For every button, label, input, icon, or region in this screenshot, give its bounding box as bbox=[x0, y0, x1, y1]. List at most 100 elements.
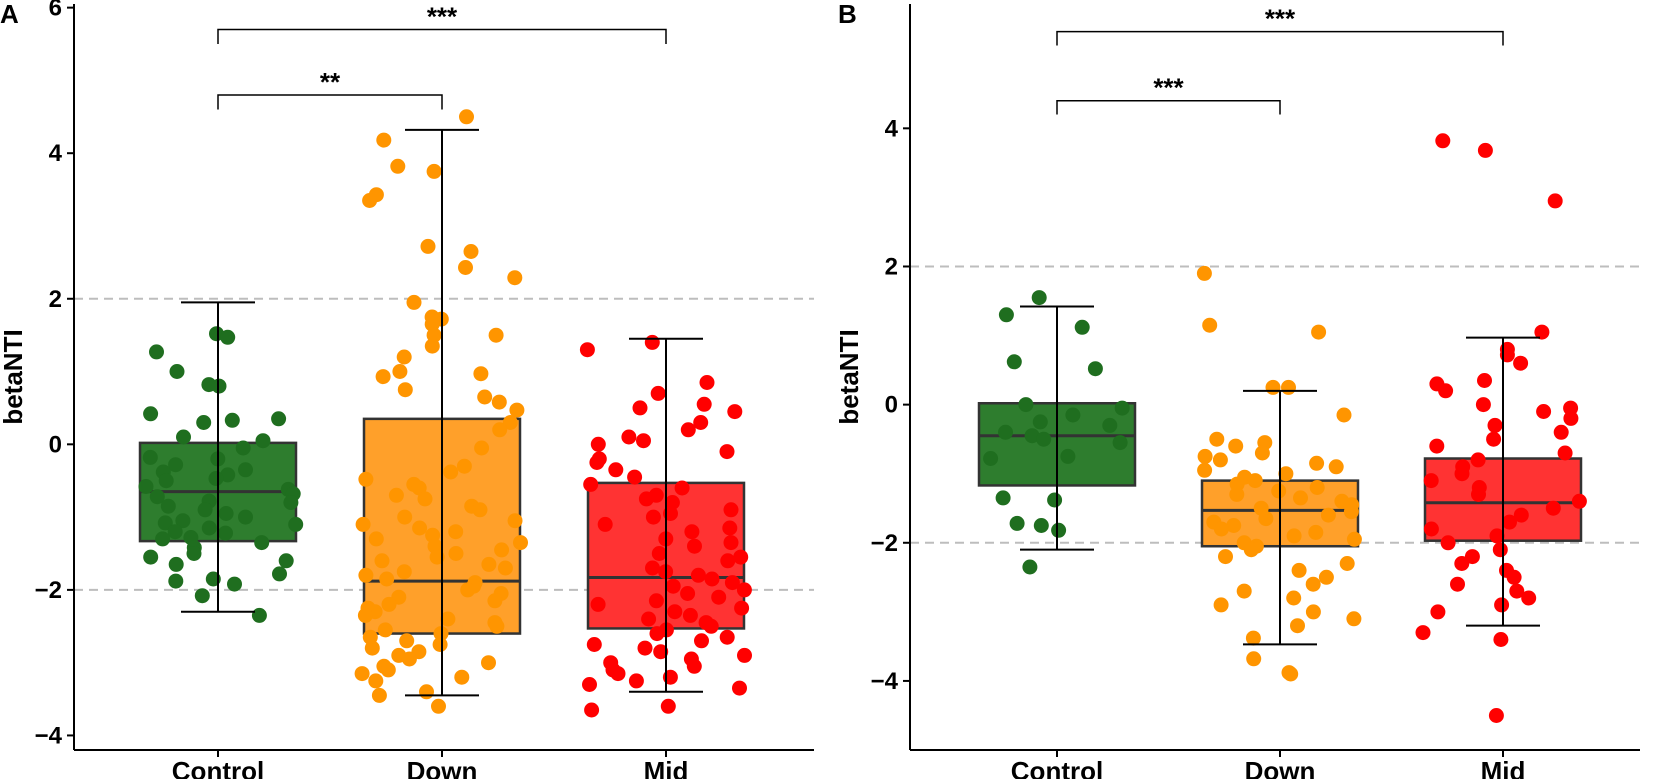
data-point bbox=[196, 415, 212, 430]
data-point bbox=[283, 495, 299, 510]
data-point bbox=[733, 549, 749, 565]
data-point bbox=[443, 464, 459, 480]
x-tick-label: Down bbox=[1245, 756, 1316, 779]
x-tick-label: Control bbox=[1011, 756, 1103, 779]
data-point bbox=[1254, 445, 1270, 461]
data-point bbox=[1502, 514, 1517, 530]
data-point bbox=[1290, 618, 1305, 634]
data-point bbox=[481, 556, 497, 572]
data-point bbox=[419, 684, 434, 700]
data-point bbox=[1246, 651, 1262, 667]
data-point bbox=[1477, 142, 1493, 158]
data-point bbox=[680, 422, 696, 438]
data-point bbox=[1435, 133, 1451, 149]
data-point bbox=[1060, 448, 1076, 464]
y-tick-label: −4 bbox=[871, 668, 899, 695]
data-point bbox=[641, 611, 657, 627]
x-tick-label: Control bbox=[172, 756, 264, 779]
data-point bbox=[380, 662, 396, 678]
data-point bbox=[699, 375, 715, 390]
data-point bbox=[589, 455, 605, 470]
significance-bracket bbox=[1056, 99, 1281, 115]
data-point bbox=[509, 402, 525, 418]
data-point bbox=[420, 238, 436, 254]
data-point bbox=[376, 132, 392, 148]
data-point bbox=[168, 457, 184, 473]
data-point bbox=[621, 429, 637, 445]
data-point bbox=[158, 473, 174, 489]
data-point bbox=[1022, 559, 1038, 575]
y-tick-label: 0 bbox=[885, 392, 898, 419]
data-point bbox=[1521, 590, 1537, 606]
data-point bbox=[358, 567, 374, 583]
data-point bbox=[1281, 379, 1296, 395]
data-point bbox=[354, 666, 370, 682]
data-point bbox=[734, 600, 750, 616]
data-point bbox=[583, 476, 599, 492]
x-tick-label: Mid bbox=[1481, 756, 1526, 779]
data-point bbox=[168, 573, 184, 589]
data-point bbox=[149, 344, 164, 360]
significance-label: *** bbox=[1265, 4, 1296, 34]
data-point bbox=[1509, 583, 1525, 599]
data-point bbox=[1423, 473, 1439, 489]
data-point bbox=[460, 582, 476, 598]
data-point bbox=[667, 604, 683, 620]
data-point bbox=[1339, 556, 1355, 571]
data-point bbox=[507, 270, 523, 286]
data-point bbox=[1291, 562, 1307, 578]
data-point bbox=[513, 535, 528, 551]
data-point bbox=[650, 385, 666, 401]
data-point bbox=[1031, 290, 1047, 306]
data-point bbox=[458, 260, 473, 275]
data-point bbox=[1450, 576, 1465, 592]
data-point bbox=[674, 480, 690, 496]
significance-bracket bbox=[217, 94, 443, 110]
data-point bbox=[474, 440, 490, 456]
data-point bbox=[1218, 549, 1233, 565]
data-point bbox=[694, 633, 709, 649]
data-point bbox=[1492, 542, 1508, 558]
data-point bbox=[1305, 576, 1321, 592]
data-point bbox=[155, 531, 171, 547]
data-point bbox=[719, 444, 735, 460]
data-point bbox=[1563, 410, 1579, 426]
data-point bbox=[1033, 518, 1049, 533]
data-point bbox=[1228, 438, 1244, 454]
data-point bbox=[396, 564, 412, 580]
data-point bbox=[1534, 324, 1550, 340]
data-point bbox=[1283, 666, 1299, 682]
data-point bbox=[636, 433, 651, 449]
y-axis-label: betaNTI bbox=[0, 329, 28, 424]
data-point bbox=[1245, 630, 1261, 646]
data-point bbox=[1087, 361, 1103, 377]
data-point bbox=[1513, 355, 1529, 371]
data-point bbox=[732, 680, 747, 696]
data-point bbox=[736, 582, 752, 598]
data-point bbox=[1429, 438, 1445, 454]
data-point bbox=[1318, 569, 1334, 585]
data-point bbox=[272, 566, 287, 582]
data-point bbox=[473, 366, 489, 382]
data-point bbox=[1494, 597, 1510, 613]
data-point bbox=[255, 433, 271, 449]
data-point bbox=[627, 469, 643, 485]
data-point bbox=[1065, 407, 1081, 423]
data-point bbox=[1487, 417, 1503, 433]
data-point bbox=[693, 415, 709, 430]
data-point bbox=[1018, 397, 1034, 413]
data-point bbox=[686, 658, 702, 674]
data-point bbox=[998, 424, 1013, 440]
data-point bbox=[288, 516, 304, 532]
data-point bbox=[142, 449, 158, 465]
data-point bbox=[638, 491, 654, 507]
data-point bbox=[1471, 486, 1486, 502]
data-point bbox=[1112, 435, 1128, 451]
data-point bbox=[358, 471, 374, 487]
data-point bbox=[374, 553, 390, 569]
data-point bbox=[645, 560, 660, 576]
data-point bbox=[995, 490, 1011, 506]
data-point bbox=[371, 687, 387, 703]
data-point bbox=[608, 462, 624, 478]
